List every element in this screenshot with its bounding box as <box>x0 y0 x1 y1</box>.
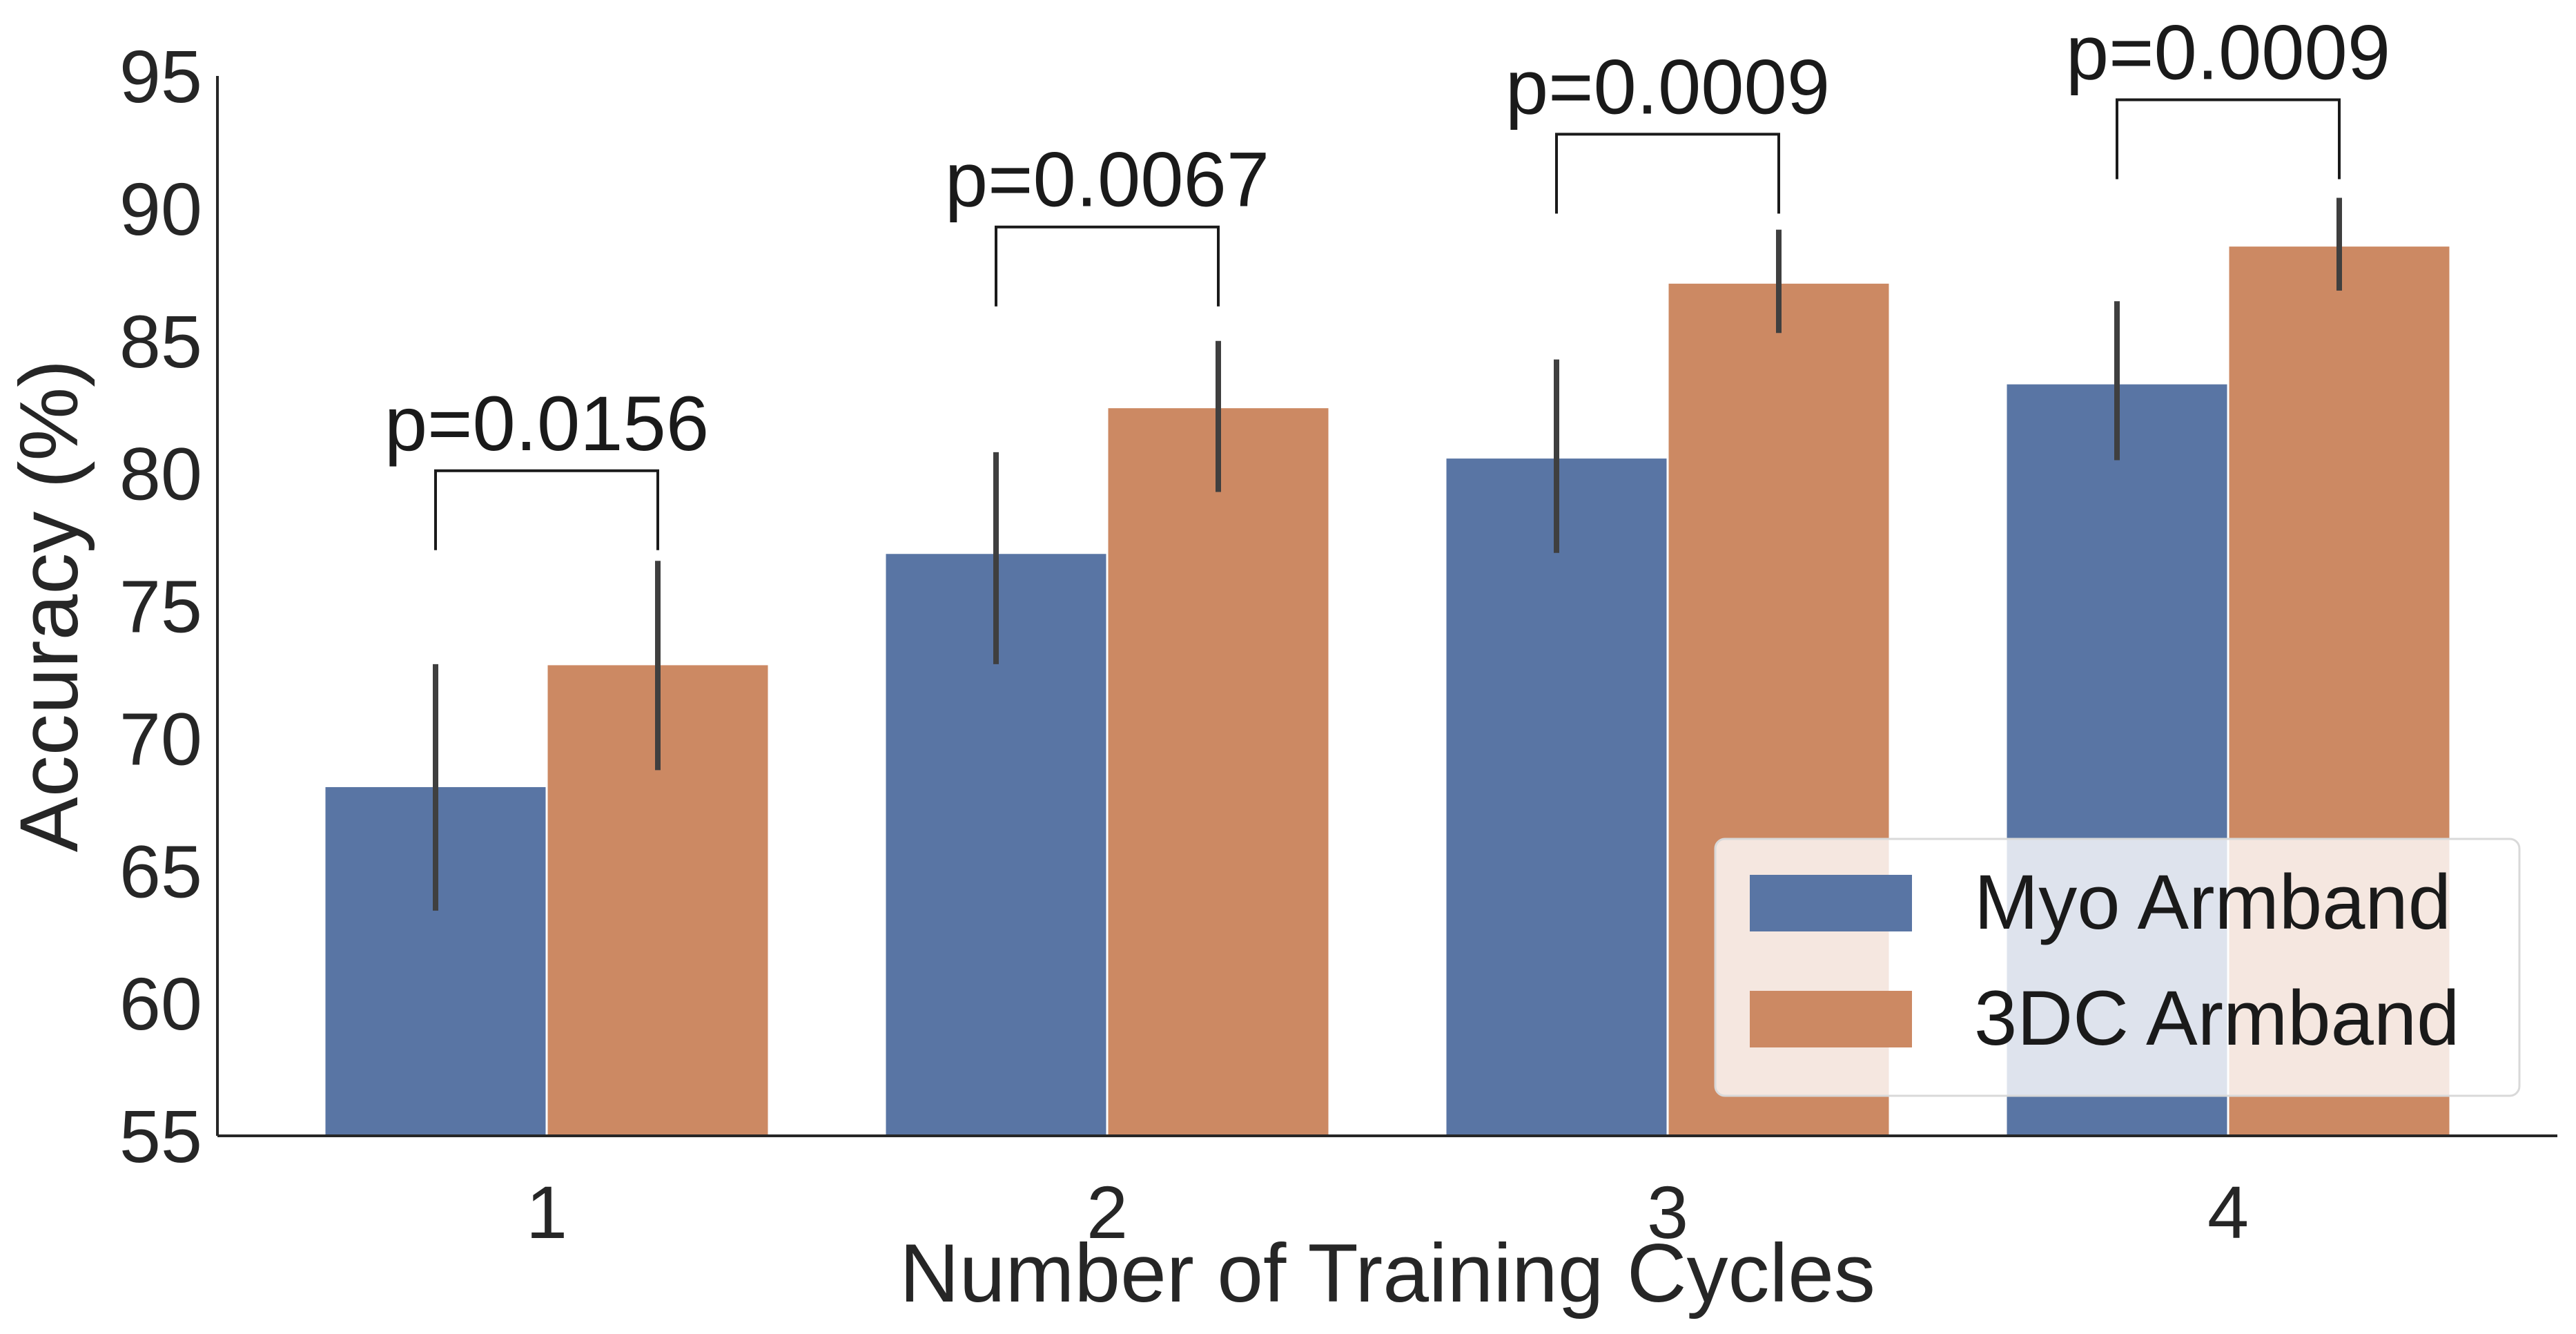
significance-bracket-cycle-3 <box>1555 133 1780 214</box>
y-tick-labels: 55 60 65 70 75 80 85 90 95 <box>119 35 202 1178</box>
legend-label-myo: Myo Armband <box>1974 859 2451 945</box>
x-tick-label: 4 <box>2207 1170 2249 1254</box>
legend-box <box>1714 838 2521 1097</box>
y-tick-label: 60 <box>119 962 202 1045</box>
y-tick-label: 80 <box>119 432 202 516</box>
x-tick-label: 1 <box>526 1170 567 1254</box>
error-bars-layer <box>433 197 2342 911</box>
p-value-label-cycle-2: p=0.0067 <box>945 137 1269 223</box>
y-tick-label: 95 <box>119 35 202 118</box>
legend-swatch-3dc <box>1750 991 1912 1047</box>
bar-myo-cycle-3 <box>1444 456 1669 1137</box>
legend: Myo Armband 3DC Armband <box>1714 838 2521 1097</box>
x-axis-title: Number of Training Cycles <box>899 1227 1875 1320</box>
significance-bracket-cycle-2 <box>995 225 1220 307</box>
legend-label-3dc: 3DC Armband <box>1974 975 2459 1061</box>
significance-bracket-cycle-4 <box>2116 98 2341 180</box>
y-tick-label: 90 <box>119 167 202 251</box>
y-axis-title: Accuracy (%) <box>3 360 95 852</box>
axes-layer <box>216 76 2557 1137</box>
y-tick-label: 70 <box>119 697 202 780</box>
x-tick-labels: 1 2 3 4 <box>526 1170 2249 1254</box>
x-tick-label: 3 <box>1647 1170 1688 1254</box>
x-tick-label: 2 <box>1086 1170 1128 1254</box>
p-value-label-cycle-4: p=0.0009 <box>2066 10 2390 96</box>
significance-layer: p=0.0156 p=0.0067 p=0.0009 p=0.0009 <box>384 10 2390 550</box>
bar-3dc-cycle-2 <box>1106 406 1331 1137</box>
p-value-label-cycle-1: p=0.0156 <box>384 380 709 467</box>
y-tick-label: 75 <box>119 565 202 648</box>
y-tick-label: 65 <box>119 829 202 913</box>
y-tick-label: 85 <box>119 300 202 383</box>
significance-bracket-cycle-1 <box>434 469 659 550</box>
legend-swatch-myo <box>1750 875 1912 931</box>
y-tick-label: 55 <box>119 1094 202 1178</box>
p-value-label-cycle-3: p=0.0009 <box>1505 44 1830 130</box>
